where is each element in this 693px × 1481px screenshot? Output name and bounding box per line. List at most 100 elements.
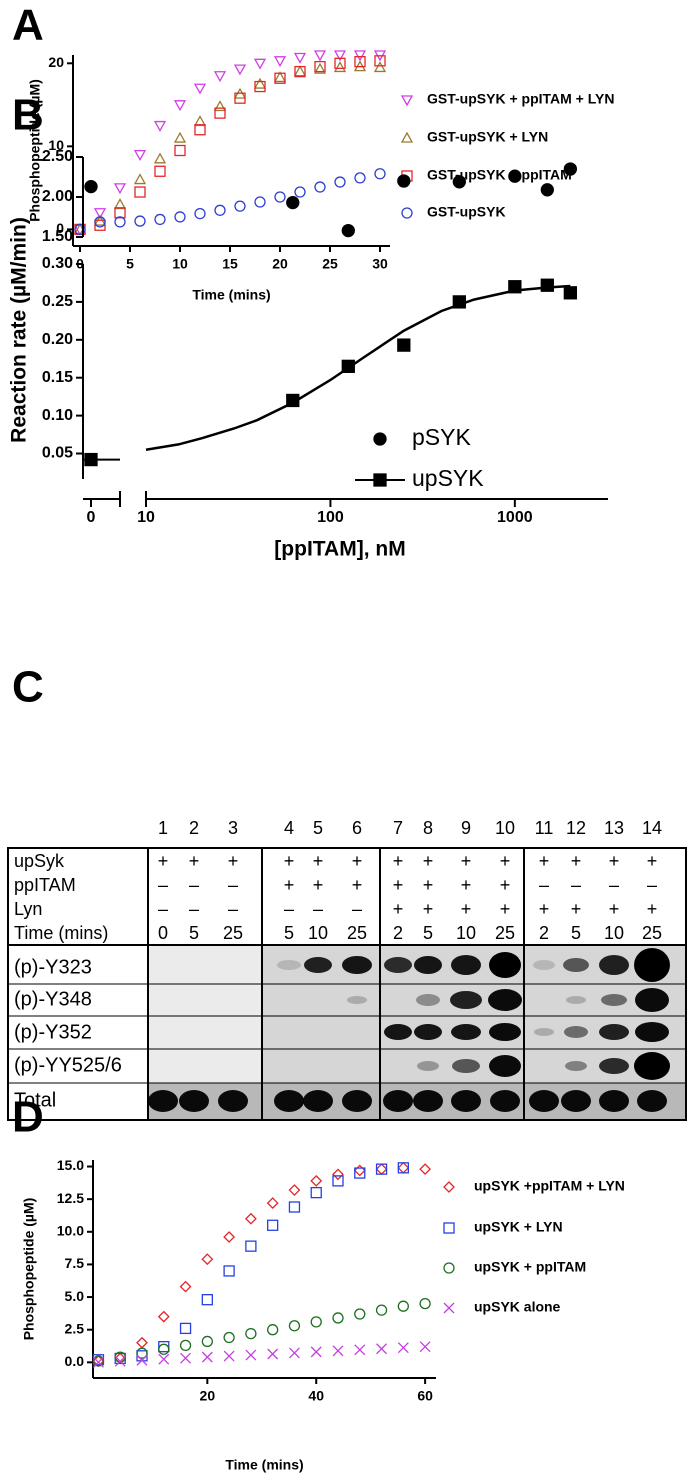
- condition-label: Lyn: [14, 899, 42, 919]
- x-tick-label: 20: [272, 256, 288, 272]
- y-tick-label: 0.25: [42, 293, 73, 310]
- lane-number: 4: [284, 818, 294, 838]
- condition-cell: +: [539, 899, 550, 919]
- band: [601, 994, 627, 1006]
- data-point: [397, 1162, 409, 1174]
- data-point: [314, 181, 326, 193]
- band-label: (p)-Y352: [14, 1021, 92, 1043]
- x-axis-title: Time (mins): [225, 1457, 303, 1473]
- legend-label: pSYK: [412, 424, 471, 450]
- x-tick-label: 100: [317, 509, 344, 526]
- band: [414, 956, 442, 974]
- data-point: [452, 295, 466, 309]
- data-point: [201, 1335, 213, 1348]
- y-tick-label: 5.0: [65, 1288, 85, 1304]
- data-point: [92, 1356, 104, 1368]
- condition-cell: 5: [423, 923, 433, 943]
- y-tick-label: 7.5: [65, 1255, 85, 1271]
- condition-cell: 5: [571, 923, 581, 943]
- y-tick-label: 15.0: [57, 1157, 84, 1173]
- data-point: [173, 131, 187, 143]
- lane-number: 8: [423, 818, 433, 838]
- band: [599, 1024, 629, 1040]
- condition-cell: –: [189, 899, 199, 919]
- legend-label: GST-upSYK + ppITAM + LYN: [427, 91, 614, 107]
- condition-cell: 0: [158, 923, 168, 943]
- data-point: [213, 71, 227, 83]
- data-point: [293, 52, 307, 64]
- data-point: [353, 50, 367, 62]
- data-point: [114, 216, 126, 228]
- y-tick-label: 20: [48, 54, 64, 70]
- data-point: [332, 1168, 344, 1181]
- condition-cell: +: [393, 851, 404, 871]
- band: [304, 957, 332, 973]
- legend-marker: [400, 95, 414, 107]
- band: [599, 955, 629, 975]
- band: [384, 957, 412, 973]
- band: [489, 952, 521, 978]
- condition-cell: +: [571, 851, 582, 871]
- x-tick-label: 15: [222, 256, 238, 272]
- legend-label: GST-upSYK + ppITAM: [427, 167, 572, 183]
- data-point: [563, 286, 578, 300]
- data-point: [354, 1167, 366, 1179]
- data-point: [294, 65, 306, 78]
- blot-grid: [7, 847, 687, 1121]
- condition-cell: 2: [539, 923, 549, 943]
- condition-cell: +: [228, 851, 239, 871]
- x-tick-label: 10: [137, 509, 155, 526]
- legend-marker: [443, 1181, 455, 1193]
- data-point: [213, 100, 227, 112]
- data-point: [267, 1324, 279, 1336]
- data-point: [201, 1253, 214, 1266]
- lane-number: 14: [642, 818, 662, 838]
- band-label: Total: [14, 1089, 56, 1111]
- legend-marker: [373, 473, 387, 487]
- data-point: [113, 198, 127, 210]
- band: [490, 1090, 520, 1112]
- data-point: [341, 223, 355, 238]
- condition-cell: +: [393, 899, 404, 919]
- band-label: (p)-YY525/6: [14, 1054, 122, 1076]
- condition-cell: +: [500, 899, 511, 919]
- data-point: [84, 452, 98, 467]
- data-point: [375, 1163, 388, 1175]
- data-point: [397, 174, 411, 188]
- x-axis-title: [ppITAM], nM: [274, 538, 405, 561]
- y-tick-label: 10: [48, 137, 64, 153]
- y-tick-label: 2.50: [42, 148, 73, 165]
- data-point: [223, 1331, 235, 1344]
- condition-cell: 25: [223, 923, 243, 943]
- band: [383, 1090, 413, 1112]
- band: [218, 1090, 248, 1112]
- data-point: [310, 1316, 322, 1328]
- data-point: [179, 1280, 192, 1293]
- band: [566, 996, 586, 1004]
- condition-cell: –: [158, 875, 168, 895]
- condition-label: upSyk: [14, 851, 65, 871]
- band-label: (p)-Y323: [14, 956, 92, 978]
- data-point: [173, 100, 187, 112]
- band: [342, 956, 372, 974]
- data-point: [310, 1346, 322, 1358]
- data-point: [334, 57, 346, 69]
- condition-label: ppITAM: [14, 875, 76, 895]
- data-point: [153, 120, 167, 132]
- data-point: [136, 1336, 148, 1349]
- legend-label: upSYK +ppITAM + LYN: [474, 1178, 625, 1194]
- data-point: [333, 50, 347, 62]
- data-point: [354, 1344, 366, 1356]
- condition-cell: 25: [347, 923, 367, 943]
- data-point: [373, 61, 387, 73]
- condition-cell: +: [461, 851, 472, 871]
- data-point: [253, 58, 267, 70]
- fit-line: [145, 284, 571, 451]
- data-point: [133, 173, 147, 185]
- data-point: [114, 207, 126, 219]
- data-point: [266, 1197, 279, 1209]
- x-tick-label: 30: [372, 256, 388, 272]
- data-point: [332, 1175, 344, 1187]
- y-tick-label: 1.50: [42, 228, 73, 245]
- data-point: [223, 1231, 236, 1243]
